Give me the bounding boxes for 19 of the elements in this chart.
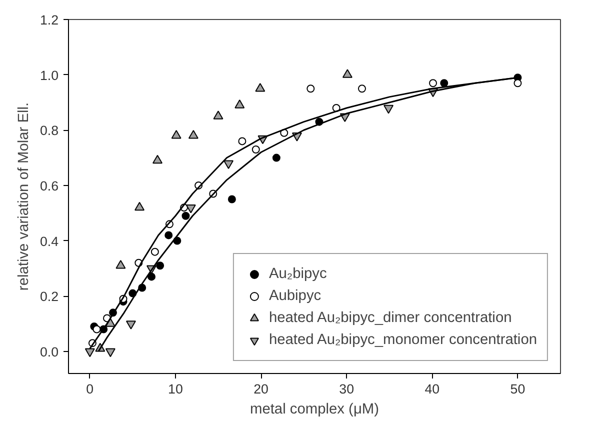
- legend-label: Au₂bipyc: [268, 266, 327, 282]
- x-tick-label: 0: [86, 382, 94, 396]
- legend-label: heated Au₂bipyc_monomer concentration: [268, 332, 537, 348]
- y-tick-label: 0.8: [40, 123, 59, 138]
- x-tick-label: 30: [339, 382, 354, 396]
- x-axis-title: metal complex (μM): [250, 402, 379, 418]
- y-axis-title: relative variation of Molar Ell.: [16, 102, 32, 291]
- x-tick-label: 50: [510, 382, 526, 396]
- y-tick-label: 0.6: [40, 178, 59, 194]
- y-tick-label: 0.4: [40, 234, 60, 249]
- x-tick-label: 40: [424, 382, 440, 396]
- y-tick-label: 0.0: [40, 344, 59, 360]
- y-tick-label: 1.0: [40, 68, 59, 83]
- y-tick-label: 0.2: [40, 289, 59, 304]
- x-tick-label: 10: [168, 382, 183, 396]
- legend-label: heated Au₂bipyc_dimer concentration: [268, 310, 512, 326]
- legend-label: Aubipyc: [268, 288, 322, 304]
- y-tick-label: 1.2: [40, 12, 59, 28]
- x-tick-label: 20: [254, 382, 268, 396]
